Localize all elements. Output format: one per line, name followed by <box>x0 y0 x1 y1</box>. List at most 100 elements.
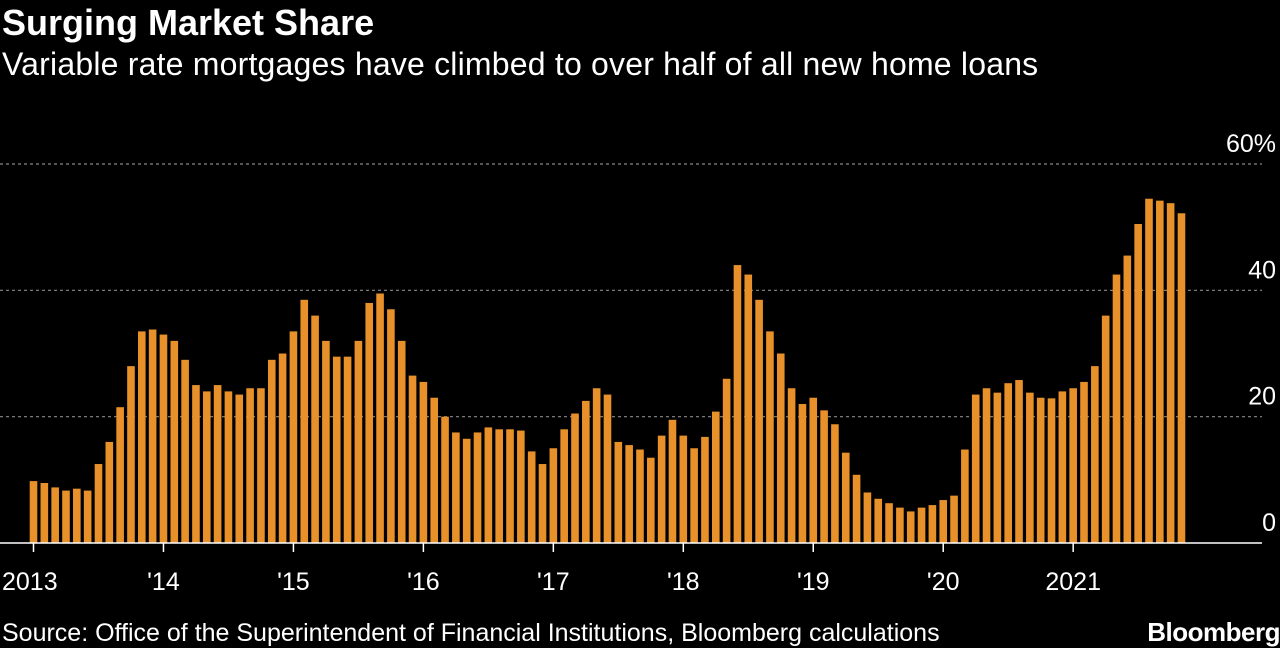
bar <box>527 451 536 543</box>
bar <box>452 432 460 543</box>
x-axis-ticks: 2013 '14 '15 '16 '17 '18 '19 '20 2021 <box>2 543 1101 596</box>
bar <box>1036 397 1045 543</box>
bar <box>549 448 558 543</box>
x-tick-label: '17 <box>537 568 570 596</box>
bar <box>917 507 926 543</box>
bar <box>202 391 211 543</box>
bar <box>40 482 49 543</box>
bar <box>387 309 395 543</box>
bar <box>278 353 287 543</box>
bar <box>1080 381 1088 543</box>
bar <box>1112 274 1121 543</box>
bar <box>841 452 850 543</box>
bar <box>213 385 222 543</box>
bar <box>29 481 38 543</box>
x-tick-label: '20 <box>927 568 960 596</box>
bar <box>690 448 698 543</box>
bar <box>625 445 633 543</box>
bar <box>636 449 644 543</box>
bar <box>679 435 688 543</box>
bar <box>148 329 157 543</box>
bar <box>343 356 352 543</box>
grid-lines <box>0 163 1262 418</box>
bar <box>852 474 861 543</box>
bar <box>1156 200 1164 543</box>
bar <box>224 391 233 543</box>
bar <box>1166 203 1175 543</box>
bar <box>300 299 309 543</box>
bar <box>94 464 103 543</box>
bar <box>62 490 70 543</box>
bar <box>982 388 991 543</box>
bar <box>582 400 590 544</box>
bar <box>863 492 872 543</box>
bar <box>1101 315 1110 543</box>
bar <box>1015 380 1023 543</box>
bar <box>192 385 200 543</box>
bloomberg-logo: Bloomberg <box>1147 617 1280 647</box>
x-tick-label: '18 <box>667 568 700 596</box>
bar <box>419 381 428 543</box>
x-tick-label: '15 <box>277 568 310 596</box>
bar <box>441 416 449 543</box>
bar <box>159 334 168 543</box>
bar <box>614 441 623 543</box>
bar <box>647 457 655 543</box>
y-tick-label: 60% <box>1226 130 1276 158</box>
bar <box>993 392 1002 543</box>
bar <box>755 299 763 543</box>
bar <box>939 500 948 543</box>
bar <box>809 397 818 543</box>
bar <box>517 430 525 543</box>
bar <box>181 359 189 543</box>
chart-subtitle: Variable rate mortgages have climbed to … <box>2 46 1039 82</box>
bar <box>105 441 114 543</box>
bar <box>571 413 579 543</box>
bar <box>83 490 92 543</box>
bar <box>257 388 265 543</box>
bar <box>506 429 514 543</box>
bar <box>246 388 254 543</box>
bar <box>733 265 742 543</box>
bar <box>668 419 677 543</box>
bar <box>430 397 439 543</box>
bar <box>376 293 384 543</box>
bar <box>365 302 374 543</box>
bar <box>928 505 937 543</box>
bar <box>722 378 731 543</box>
bar <box>1058 391 1067 543</box>
bar <box>906 511 915 543</box>
chart-title: Surging Market Share <box>2 2 375 43</box>
bar-series <box>29 198 1186 544</box>
source-note: Source: Office of the Superintendent of … <box>2 619 940 647</box>
bar <box>170 340 179 543</box>
bar <box>874 498 883 543</box>
bar <box>332 356 341 543</box>
bar <box>885 503 893 543</box>
bar <box>603 394 612 543</box>
bar <box>235 394 244 543</box>
x-tick-label: '14 <box>147 568 180 596</box>
bar <box>961 449 969 543</box>
bar <box>820 410 828 543</box>
bar <box>1026 392 1034 543</box>
bar <box>592 388 601 543</box>
bar <box>116 407 124 543</box>
bar <box>51 487 59 543</box>
bar <box>798 404 807 543</box>
x-tick-label: '16 <box>407 568 440 596</box>
bar <box>560 429 568 543</box>
bar <box>484 427 493 543</box>
bar <box>538 464 547 543</box>
y-tick-label: 20 <box>1248 383 1276 411</box>
bar <box>311 315 319 543</box>
bar <box>289 331 298 543</box>
bar <box>896 507 904 543</box>
bar <box>138 331 146 543</box>
bar <box>354 340 363 543</box>
bar <box>776 353 785 543</box>
x-tick-label: '19 <box>797 568 830 596</box>
bar <box>744 274 753 543</box>
bar <box>1047 398 1056 543</box>
